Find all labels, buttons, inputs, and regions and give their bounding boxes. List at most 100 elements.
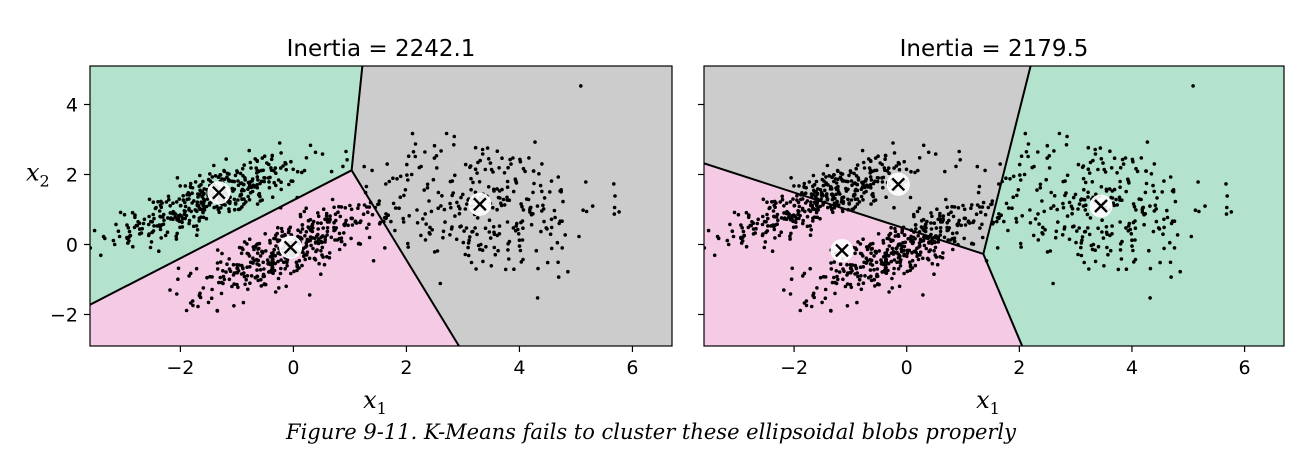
data-point xyxy=(584,209,589,214)
data-point xyxy=(324,211,329,216)
data-point xyxy=(831,210,835,215)
data-point xyxy=(262,176,266,180)
data-point xyxy=(495,207,499,212)
data-point xyxy=(521,226,525,230)
data-point xyxy=(983,212,988,217)
x-tick-label: 2 xyxy=(1013,357,1025,379)
data-point xyxy=(916,168,920,173)
data-point xyxy=(829,309,833,313)
data-point xyxy=(535,204,540,208)
data-point xyxy=(467,238,472,243)
data-point xyxy=(231,262,236,267)
data-point xyxy=(887,171,891,175)
decision-region-pink xyxy=(90,170,459,346)
data-point xyxy=(251,256,255,261)
data-point xyxy=(212,163,216,168)
data-point xyxy=(247,198,252,202)
data-point xyxy=(963,223,968,227)
data-point xyxy=(178,184,182,188)
data-point xyxy=(970,203,974,207)
data-point xyxy=(175,176,180,180)
data-point xyxy=(830,206,834,211)
data-point xyxy=(1067,237,1072,242)
data-point xyxy=(839,171,843,176)
data-point xyxy=(312,256,317,261)
data-point xyxy=(1225,194,1229,198)
data-point xyxy=(181,198,186,202)
data-point xyxy=(1126,229,1131,233)
data-point xyxy=(170,211,175,216)
data-point xyxy=(882,268,887,273)
data-point xyxy=(819,190,824,195)
data-point xyxy=(406,245,411,249)
data-point xyxy=(1014,220,1019,224)
data-point xyxy=(949,210,953,214)
data-point xyxy=(545,260,550,265)
data-point xyxy=(1065,173,1070,178)
data-point xyxy=(240,166,245,171)
data-point xyxy=(1036,238,1041,242)
data-point xyxy=(1119,257,1124,261)
data-point xyxy=(287,182,291,187)
data-point xyxy=(218,260,223,264)
data-point xyxy=(223,203,227,207)
data-point xyxy=(1026,142,1031,146)
data-point xyxy=(311,246,315,251)
data-point xyxy=(557,221,561,226)
data-point xyxy=(307,293,312,297)
data-point xyxy=(958,158,962,162)
data-point xyxy=(617,210,621,214)
data-point xyxy=(289,233,294,237)
data-point xyxy=(285,264,289,268)
data-point xyxy=(984,259,989,263)
data-point xyxy=(1191,84,1195,88)
data-point xyxy=(885,169,889,173)
data-point xyxy=(929,232,933,237)
data-point xyxy=(166,194,171,199)
data-point xyxy=(280,229,285,234)
data-point xyxy=(869,202,873,206)
data-point xyxy=(344,149,348,154)
data-point xyxy=(297,258,302,263)
data-point xyxy=(1100,230,1104,234)
data-point xyxy=(212,205,216,210)
data-point xyxy=(782,288,786,292)
data-point xyxy=(195,228,200,232)
data-point xyxy=(272,247,277,252)
data-point xyxy=(488,236,493,240)
data-point xyxy=(262,267,266,271)
data-point xyxy=(875,272,879,277)
data-point xyxy=(1224,212,1229,216)
data-point xyxy=(1144,169,1148,173)
data-point xyxy=(856,274,860,279)
data-point xyxy=(338,214,343,219)
data-point xyxy=(300,263,304,268)
data-point xyxy=(885,236,889,241)
data-point xyxy=(579,84,583,88)
data-point xyxy=(476,243,481,248)
data-point xyxy=(998,162,1002,166)
data-point xyxy=(367,222,371,227)
data-point xyxy=(255,268,259,272)
data-point xyxy=(845,262,849,267)
data-point xyxy=(938,226,943,230)
data-point xyxy=(1118,185,1122,189)
data-point xyxy=(165,230,170,234)
data-point xyxy=(180,220,184,225)
data-point xyxy=(901,240,905,245)
data-point xyxy=(800,191,804,195)
data-point xyxy=(210,275,214,279)
data-point xyxy=(276,239,280,244)
data-point xyxy=(744,244,749,249)
data-point xyxy=(950,231,955,236)
data-point xyxy=(1054,229,1059,234)
data-point xyxy=(162,218,166,223)
data-point xyxy=(801,221,805,226)
data-point xyxy=(240,246,244,250)
data-point xyxy=(272,169,276,173)
data-point xyxy=(1149,172,1154,176)
data-point xyxy=(555,240,560,245)
data-point xyxy=(506,242,510,246)
data-point xyxy=(841,277,845,282)
data-point xyxy=(221,269,225,273)
